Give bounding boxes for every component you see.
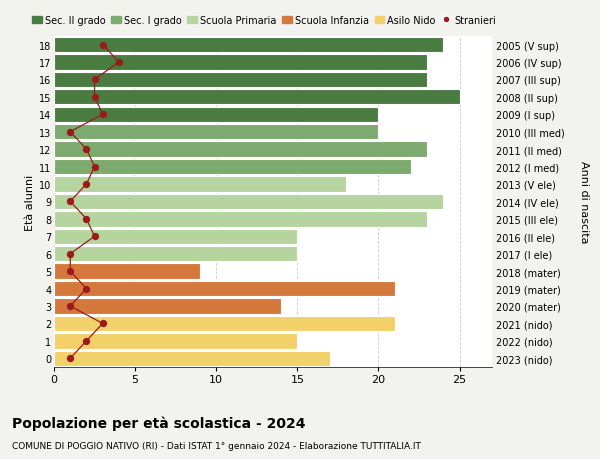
Point <box>82 337 91 345</box>
Bar <box>54 142 427 157</box>
Point <box>65 302 75 310</box>
Point <box>98 42 107 49</box>
Bar <box>54 212 427 227</box>
Point <box>65 355 75 362</box>
Point <box>114 59 124 67</box>
Legend: Sec. II grado, Sec. I grado, Scuola Primaria, Scuola Infanzia, Asilo Nido, Stran: Sec. II grado, Sec. I grado, Scuola Prim… <box>28 12 500 29</box>
Bar <box>54 38 443 53</box>
Point <box>65 198 75 206</box>
Text: Popolazione per età scolastica - 2024: Popolazione per età scolastica - 2024 <box>12 415 305 430</box>
Bar <box>54 264 200 279</box>
Point <box>65 268 75 275</box>
Point <box>82 181 91 188</box>
Bar <box>54 160 411 175</box>
Point <box>90 77 100 84</box>
Bar <box>54 73 427 88</box>
Bar <box>54 107 379 123</box>
Bar <box>54 246 298 262</box>
Point <box>98 320 107 327</box>
Bar <box>54 316 395 331</box>
Bar <box>54 194 443 210</box>
Bar <box>54 333 298 349</box>
Point <box>82 146 91 153</box>
Point <box>82 285 91 292</box>
Bar <box>54 281 395 297</box>
Point <box>90 94 100 101</box>
Point <box>98 112 107 119</box>
Bar <box>54 299 281 314</box>
Point <box>90 163 100 171</box>
Bar <box>54 55 427 71</box>
Point <box>82 216 91 223</box>
Bar <box>54 351 330 366</box>
Bar <box>54 90 460 105</box>
Point <box>65 251 75 258</box>
Bar <box>54 125 379 140</box>
Y-axis label: Anni di nascita: Anni di nascita <box>579 161 589 243</box>
Text: COMUNE DI POGGIO NATIVO (RI) - Dati ISTAT 1° gennaio 2024 - Elaborazione TUTTITA: COMUNE DI POGGIO NATIVO (RI) - Dati ISTA… <box>12 441 421 450</box>
Y-axis label: Età alunni: Età alunni <box>25 174 35 230</box>
Bar <box>54 177 346 192</box>
Point <box>90 233 100 241</box>
Bar <box>54 229 298 244</box>
Point <box>65 129 75 136</box>
